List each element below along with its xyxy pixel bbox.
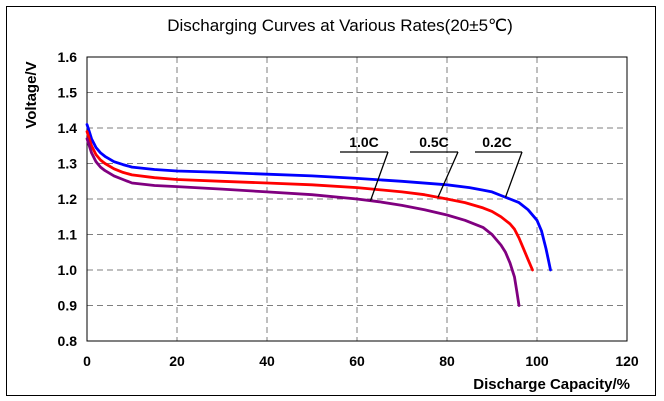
label-leader-1-0C: [369, 151, 389, 201]
chart-title: Discharging Curves at Various Rates(20±5…: [167, 16, 513, 35]
plot-area: [86, 56, 628, 342]
x-tick-label: 0: [83, 353, 91, 369]
x-tick-label: 120: [615, 353, 639, 369]
x-tick-label: 60: [349, 353, 365, 369]
series-label-1-0C: 1.0C: [349, 134, 379, 150]
y-tick-label: 1.6: [58, 49, 78, 65]
y-tick-label: 0.9: [58, 298, 78, 314]
x-tick-label: 20: [169, 353, 185, 369]
series-labels-layer: 0.2C 0.5C 1.0C: [340, 134, 523, 201]
y-tick-label: 1.5: [58, 85, 78, 101]
label-leader-0-5C: [437, 151, 459, 198]
series-line-1-0C: [85, 137, 521, 307]
series-line-0-2C: [85, 123, 552, 272]
y-tick-label: 1.3: [58, 156, 78, 172]
series-layer: [85, 123, 552, 307]
label-leader-0-2C: [504, 151, 523, 198]
x-tick-label: 100: [525, 353, 549, 369]
y-axis-label: Voltage/V: [23, 61, 40, 128]
series-label-0-5C: 0.5C: [419, 134, 449, 150]
series-label-0-2C: 0.2C: [482, 134, 512, 150]
y-tick-label: 1.1: [58, 227, 78, 243]
x-tick-label: 80: [439, 353, 455, 369]
x-axis-label: Discharge Capacity/%: [473, 376, 630, 393]
x-tick-label: 40: [259, 353, 275, 369]
axes-layer: 0 20 40 60 80 100 120 0.8 0.9 1.0 1.1 1.2 1.3 1.4 1.5 1…: [58, 49, 639, 369]
series-line-0-5C: [85, 130, 534, 272]
y-tick-label: 1.4: [58, 120, 78, 136]
y-tick-label: 0.8: [58, 333, 78, 349]
chart-frame: [6, 6, 656, 396]
y-tick-label: 1.2: [58, 191, 78, 207]
y-tick-label: 1.0: [58, 262, 78, 278]
